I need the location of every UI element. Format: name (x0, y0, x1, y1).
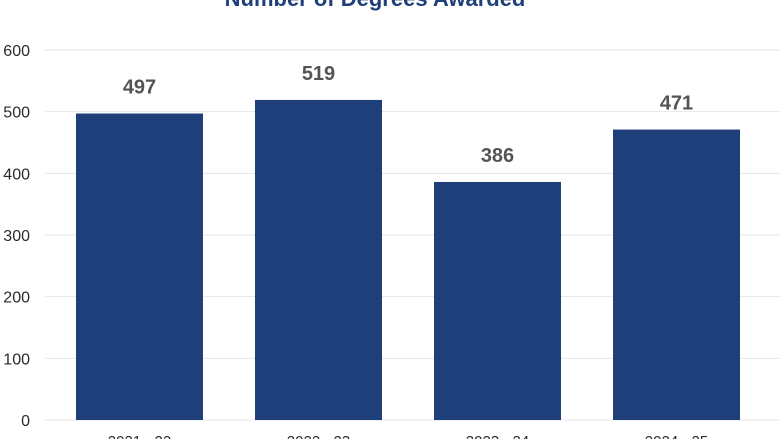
bar-value-label: 497 (123, 77, 156, 99)
chart-title: Number of Degrees Awarded (225, 0, 526, 11)
y-tick-label: 100 (3, 351, 30, 368)
bar-value-label: 386 (481, 145, 514, 167)
x-category-label: 2024 - 25 (645, 433, 708, 439)
y-tick-label: 300 (3, 228, 30, 245)
value-labels: 497 519 386 471 (123, 63, 693, 167)
y-tick-label: 200 (3, 290, 30, 307)
y-tick-label: 0 (21, 413, 30, 430)
y-tick-label: 400 (3, 166, 30, 183)
y-tick-label: 600 (3, 43, 30, 60)
bars (76, 99, 740, 421)
x-axis-category-labels: 2021 - 22 2022 - 23 2023 - 24 2024 - 25 (108, 433, 708, 439)
y-axis-tick-labels: 0 100 200 300 400 500 600 (3, 43, 30, 430)
bar (76, 113, 203, 421)
bar-value-label: 471 (660, 93, 693, 115)
x-category-label: 2022 - 23 (287, 433, 350, 439)
x-category-label: 2023 - 24 (466, 433, 529, 439)
x-category-label: 2021 - 22 (108, 433, 171, 439)
y-tick-label: 500 (3, 105, 30, 122)
bar (434, 181, 561, 420)
bar-value-label: 519 (302, 63, 335, 85)
bar (613, 129, 740, 421)
bar (255, 99, 382, 420)
